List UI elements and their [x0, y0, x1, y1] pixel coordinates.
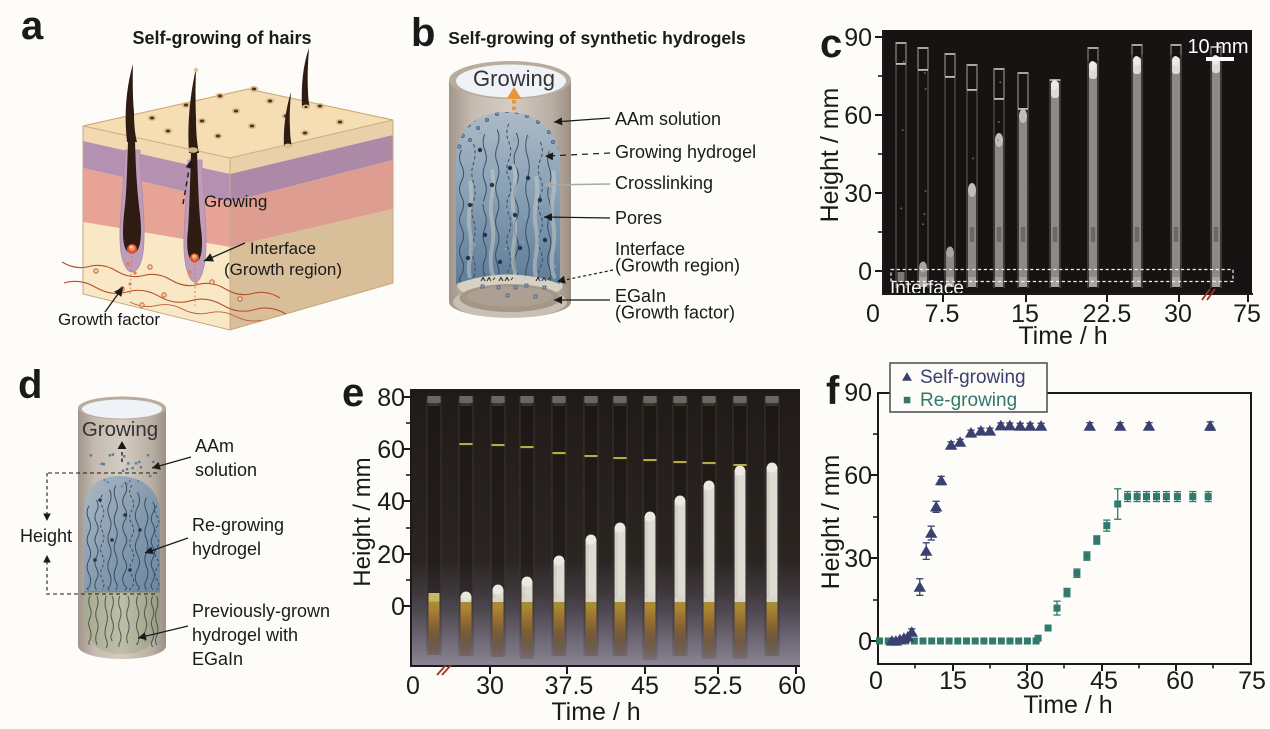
svg-text:(Growth region): (Growth region) [224, 260, 342, 279]
svg-text:0: 0 [866, 300, 880, 328]
svg-text:Height / mm: Height / mm [817, 455, 845, 590]
svg-text:30: 30 [1164, 300, 1192, 328]
svg-text:Height: Height [20, 526, 72, 546]
svg-text:b: b [411, 11, 435, 55]
svg-text:Interface: Interface [890, 278, 964, 299]
svg-text:Growing: Growing [82, 418, 158, 441]
svg-text:hydrogel: hydrogel [192, 539, 261, 559]
svg-text:30: 30 [1016, 667, 1044, 695]
svg-text:Re-growing: Re-growing [920, 390, 1017, 411]
svg-text:Height / mm: Height / mm [816, 88, 844, 223]
svg-text:60: 60 [844, 102, 872, 130]
svg-text:Interface: Interface [615, 239, 685, 259]
svg-text:75: 75 [1238, 667, 1266, 695]
svg-text:30: 30 [476, 672, 504, 700]
svg-text:Time / h: Time / h [1018, 322, 1107, 350]
svg-text:Self-growing: Self-growing [920, 367, 1026, 388]
svg-text:0: 0 [869, 667, 883, 695]
svg-text:e: e [342, 371, 364, 415]
svg-text:f: f [826, 369, 840, 413]
svg-text:15: 15 [1011, 300, 1039, 328]
svg-text:Time / h: Time / h [551, 698, 640, 726]
svg-text:0: 0 [858, 628, 872, 656]
svg-text:a: a [21, 4, 44, 48]
svg-text:22.5: 22.5 [1083, 300, 1132, 328]
svg-text:Growing hydrogel: Growing hydrogel [615, 142, 756, 162]
svg-text:0: 0 [391, 593, 405, 621]
svg-text:7.5: 7.5 [925, 300, 960, 328]
svg-text:(Growth factor): (Growth factor) [615, 303, 735, 323]
svg-text:30: 30 [844, 545, 872, 573]
svg-text:10 mm: 10 mm [1187, 36, 1248, 58]
svg-text:Crosslinking: Crosslinking [615, 173, 713, 193]
svg-text:Height / mm: Height / mm [349, 457, 376, 586]
svg-text:0: 0 [858, 258, 872, 286]
svg-text:90: 90 [844, 379, 872, 407]
svg-text:Self-growing of synthetic hydr: Self-growing of synthetic hydrogels [448, 28, 746, 48]
svg-text:EGaIn: EGaIn [615, 286, 666, 306]
svg-text:60: 60 [844, 462, 872, 490]
svg-text:15: 15 [939, 667, 967, 695]
svg-text:Interface: Interface [250, 239, 316, 258]
svg-text:45: 45 [631, 672, 659, 700]
svg-text:AAm: AAm [195, 436, 234, 456]
svg-text:Growing: Growing [204, 192, 267, 211]
svg-text:AAm solution: AAm solution [615, 109, 721, 129]
svg-text:Pores: Pores [615, 208, 662, 228]
svg-text:Previously-grown: Previously-grown [192, 601, 330, 621]
svg-text:Self-growing of hairs: Self-growing of hairs [132, 28, 311, 48]
svg-text:45: 45 [1090, 667, 1118, 695]
svg-text:Time / h: Time / h [1023, 691, 1112, 719]
svg-text:solution: solution [195, 460, 257, 480]
svg-text:60: 60 [778, 672, 806, 700]
svg-text:(Growth region): (Growth region) [615, 256, 740, 276]
svg-text:80: 80 [377, 384, 405, 412]
svg-text:d: d [18, 363, 42, 407]
svg-text:40: 40 [377, 488, 405, 516]
svg-text:Re-growing: Re-growing [192, 515, 284, 535]
svg-text:52.5: 52.5 [694, 672, 743, 700]
svg-text:Growing: Growing [473, 66, 555, 91]
svg-text:Growth factor: Growth factor [58, 310, 160, 329]
svg-text:30: 30 [844, 180, 872, 208]
svg-text:0: 0 [406, 672, 420, 700]
svg-text:60: 60 [1166, 667, 1194, 695]
svg-text:EGaIn: EGaIn [192, 649, 243, 669]
svg-text:90: 90 [844, 24, 872, 52]
svg-text:hydrogel with: hydrogel with [192, 625, 298, 645]
svg-text:37.5: 37.5 [545, 672, 594, 700]
svg-text:20: 20 [377, 541, 405, 569]
svg-text:75: 75 [1233, 300, 1261, 328]
svg-text:60: 60 [377, 436, 405, 464]
svg-text:c: c [820, 22, 842, 66]
